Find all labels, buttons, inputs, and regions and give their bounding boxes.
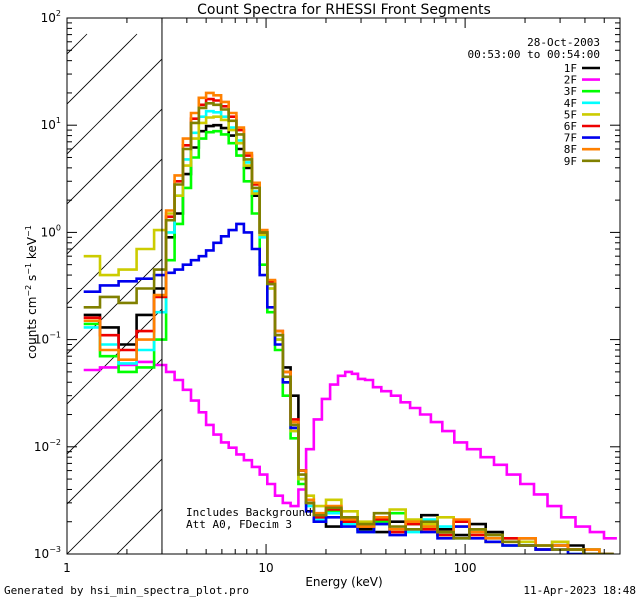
y-axis-label: counts cm−2 s−1 keV−1 [24, 225, 39, 359]
legend-label-5F: 5F [564, 108, 577, 121]
footer-generated: Generated by hsi_min_spectra_plot.pro [4, 584, 249, 597]
hatch-line [67, 33, 88, 55]
legend-label-2F: 2F [564, 74, 577, 87]
hatch-line [67, 33, 138, 105]
legend-label-4F: 4F [564, 97, 577, 110]
legend-label-1F: 1F [564, 62, 577, 75]
hatch-line [67, 458, 162, 554]
hatch-line [67, 358, 162, 455]
annotation-attenuator: Att A0, FDecim 3 [186, 518, 292, 531]
series-9F [83, 102, 614, 554]
x-tick-label: 10 [258, 561, 273, 575]
footer-timestamp: 11-Apr-2023 18:48 [523, 584, 636, 597]
x-tick-label: 1 [63, 561, 71, 575]
axis-ticks: 1 10 100 10−3 10−2 10−1 100 101 102 [34, 9, 621, 575]
hatch-line [67, 258, 162, 355]
x-tick-label: 100 [454, 561, 477, 575]
legend-label-8F: 8F [564, 143, 577, 156]
hatch-line [67, 408, 162, 505]
hatch-line [67, 208, 162, 305]
annotation-background: Includes Background [186, 506, 312, 519]
series-7F [83, 222, 614, 554]
hatch-line [267, 34, 640, 554]
date-text: 28-Oct-2003 [527, 36, 600, 49]
hatch-line [367, 34, 640, 554]
y-tick-label: 102 [41, 9, 61, 25]
legend-label-6F: 6F [564, 120, 577, 133]
legend-label-3F: 3F [564, 85, 577, 98]
hatch-line [67, 58, 162, 155]
y-tick-label: 101 [41, 116, 61, 132]
x-axis-label: Energy (keV) [305, 575, 382, 589]
hatch-line [567, 34, 640, 554]
hatch-line [467, 34, 640, 554]
y-tick-label: 10−2 [34, 438, 61, 454]
hatch-line [67, 158, 162, 255]
y-tick-label: 10−1 [34, 331, 61, 347]
time-range-text: 00:53:00 to 00:54:00 [468, 48, 600, 61]
hatched-region [67, 33, 640, 554]
legend-label-7F: 7F [564, 132, 577, 145]
legend-label-9F: 9F [564, 155, 577, 168]
plot-frame [66, 17, 621, 555]
series-2F [83, 360, 617, 540]
chart-title: Count Spectra for RHESSI Front Segments [197, 2, 491, 18]
series-1F [83, 123, 614, 554]
hatch-line [417, 34, 640, 554]
y-tick-label: 100 [41, 223, 61, 239]
series-layer [83, 91, 617, 554]
hatch-line [67, 108, 162, 205]
hatch-line [517, 34, 640, 554]
hatch-line [317, 34, 640, 554]
y-tick-label: 10−3 [34, 545, 61, 561]
